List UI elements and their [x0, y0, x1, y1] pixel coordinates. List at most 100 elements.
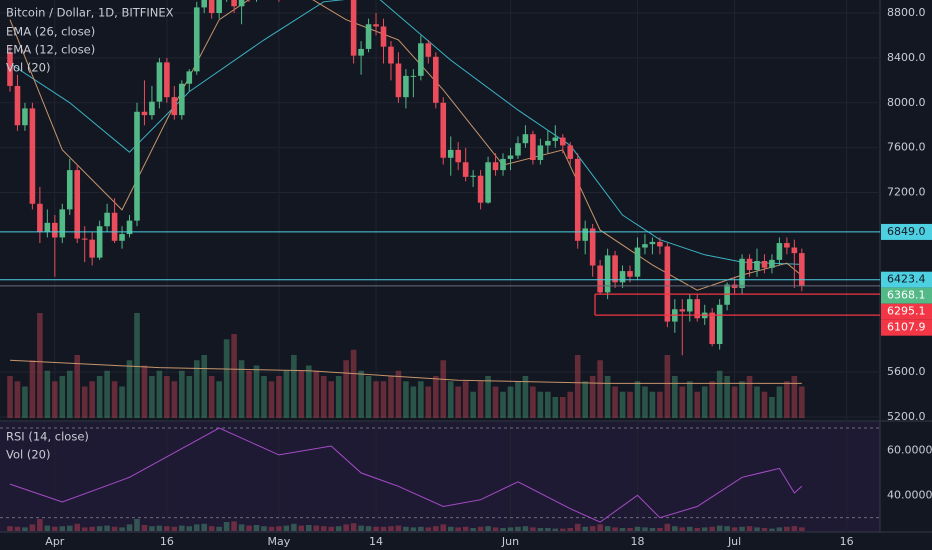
rsi-volume-bar	[14, 526, 21, 531]
level-label-box	[881, 303, 932, 320]
rsi-volume-bar	[156, 525, 163, 531]
rsi-volume-bar	[634, 526, 641, 531]
candle-body	[507, 155, 514, 159]
volume-bar	[328, 381, 335, 418]
volume-bar	[7, 376, 13, 418]
rsi-volume-bar	[261, 526, 267, 531]
rsi-volume-bar	[343, 524, 349, 531]
candle-body	[418, 43, 424, 76]
candle-body	[530, 134, 536, 161]
rsi-volume-bar	[530, 527, 536, 531]
volume-bar	[746, 376, 753, 418]
volume-bar	[634, 381, 641, 418]
volume-bar	[649, 391, 656, 418]
rsi-volume-bar	[679, 527, 686, 531]
y-tick-label: 8400.0	[887, 51, 926, 64]
candle-body	[432, 56, 439, 103]
candle-body	[410, 75, 417, 77]
candle-body	[179, 83, 185, 116]
rsi-volume-bar	[619, 528, 626, 531]
rsi-volume-bar	[253, 525, 260, 531]
candle-body	[634, 247, 641, 277]
volume-ma	[9, 359, 802, 384]
rsi-volume-bar	[380, 526, 387, 531]
rsi-volume-bar	[238, 524, 245, 531]
volume-bar	[22, 386, 28, 418]
rsi-volume-bar	[52, 526, 58, 531]
rsi-volume-bar	[74, 523, 81, 531]
rsi-volume-bar	[649, 528, 656, 531]
candle-body	[515, 143, 521, 156]
level-label-box	[881, 271, 932, 288]
rsi-volume-bar	[96, 526, 103, 531]
rsi-volume-bar	[776, 527, 783, 531]
candle-body	[74, 170, 81, 239]
rsi-volume-bar	[328, 526, 335, 531]
rsi-volume-bar	[694, 528, 701, 531]
x-tick-label: Jul	[727, 535, 741, 548]
candle-body	[440, 102, 447, 158]
rsi-volume-bar	[104, 525, 110, 531]
volume-bar	[776, 386, 783, 418]
candle-body	[156, 62, 163, 102]
volume-bar	[186, 376, 193, 418]
rsi-volume-bar	[22, 527, 28, 531]
volume-bar	[313, 370, 320, 418]
x-tick-label: Jun	[501, 535, 519, 548]
candle-body	[716, 304, 723, 345]
candle-body	[589, 228, 596, 266]
volume-bar	[507, 386, 514, 418]
rsi-volume-bar	[515, 526, 521, 531]
volume-bar	[261, 376, 267, 418]
volume-bar	[380, 381, 387, 418]
candle-body	[231, 0, 237, 7]
volume-bar	[574, 355, 581, 418]
rsi-volume-bar	[119, 527, 125, 531]
volume-bar	[164, 376, 170, 418]
volume-bar	[694, 391, 701, 418]
volume-bar	[231, 334, 237, 418]
candle-body	[500, 158, 506, 171]
rsi-volume-bar	[716, 525, 723, 531]
volume-bar	[522, 376, 529, 418]
volume-bar	[470, 391, 476, 418]
rsi-volume-bar	[81, 527, 88, 531]
volume-bar	[298, 370, 305, 418]
volume-bar	[96, 376, 103, 418]
candle-body	[104, 212, 110, 227]
volume-bar	[679, 386, 686, 418]
candle-body	[37, 203, 43, 232]
rsi-volume-bar	[784, 526, 790, 531]
rsi-volume-bar	[44, 525, 51, 531]
volume-bar	[664, 355, 671, 418]
volume-bar	[208, 376, 215, 418]
candle-body	[627, 271, 633, 277]
y-tick-label: 7600.0	[887, 141, 926, 154]
volume-bar	[537, 391, 544, 418]
candle-body	[66, 170, 73, 210]
candle-body	[89, 239, 95, 258]
rsi-volume-bar	[672, 526, 678, 531]
rsi-volume-bar	[373, 526, 379, 531]
rsi-volume-bar	[799, 527, 805, 531]
rsi-volume-bar	[193, 524, 200, 531]
rsi-volume-bar	[111, 526, 118, 531]
volume-bar	[104, 370, 110, 418]
candle-body	[141, 111, 148, 116]
volume-bar	[709, 381, 715, 418]
rsi-volume-bar	[313, 525, 320, 531]
candle-body	[29, 108, 36, 204]
candle-body	[119, 234, 125, 241]
candle-body	[754, 260, 760, 270]
volume-bar	[37, 313, 43, 418]
rsi-line	[9, 427, 803, 523]
volume-bar	[500, 391, 506, 418]
rsi-volume-bar	[545, 528, 551, 531]
volume-bar	[724, 376, 730, 418]
volume-bar	[52, 381, 58, 418]
rsi-volume-bar	[425, 527, 432, 531]
candle-body	[545, 140, 551, 146]
candle-body	[425, 43, 432, 57]
volume-bar	[335, 376, 342, 418]
